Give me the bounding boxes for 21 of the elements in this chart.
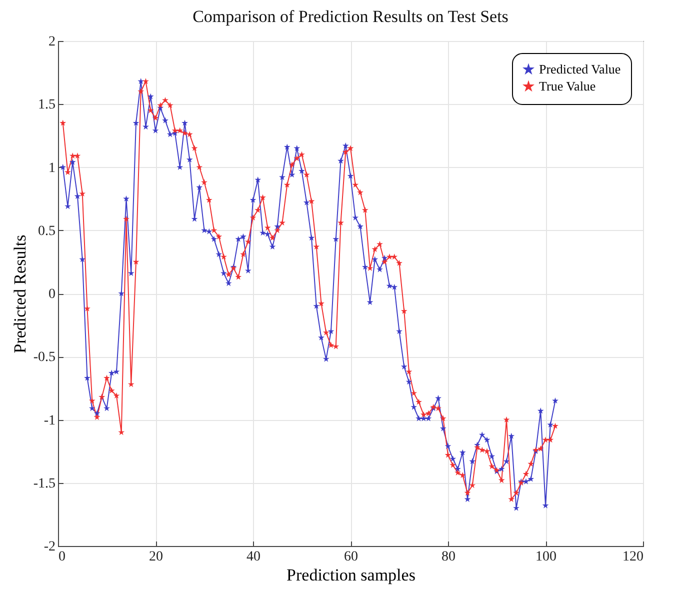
x-tick-label: 20 — [149, 550, 163, 564]
x-tick-label: 100 — [536, 550, 556, 564]
x-tick-label: 80 — [442, 550, 456, 564]
y-tick-label: 0.5 — [38, 224, 56, 239]
y-axis-title: Predicted Results — [10, 234, 30, 354]
x-tick-label: 40 — [246, 550, 260, 564]
x-tick-label: 0 — [58, 550, 66, 564]
x-tick-label: 120 — [622, 550, 644, 564]
y-tick-label: 2 — [48, 34, 56, 50]
legend-label: Predicted Value — [539, 62, 621, 76]
y-tick-label: -0.5 — [33, 350, 56, 366]
y-tick-label: 1 — [48, 160, 56, 176]
y-tick-label: -2 — [44, 540, 56, 554]
chart-title: Comparison of Prediction Results on Test Sets — [192, 7, 508, 26]
y-tick-label: -1.5 — [33, 476, 56, 492]
y-tick-label: -1 — [44, 413, 56, 428]
y-tick-label: 1.5 — [38, 98, 56, 113]
legend-label: True Value — [539, 78, 596, 94]
x-tick-label: 60 — [344, 550, 358, 564]
y-tick-label: 0 — [48, 287, 56, 302]
x-axis-title: Prediction samples — [286, 566, 416, 584]
